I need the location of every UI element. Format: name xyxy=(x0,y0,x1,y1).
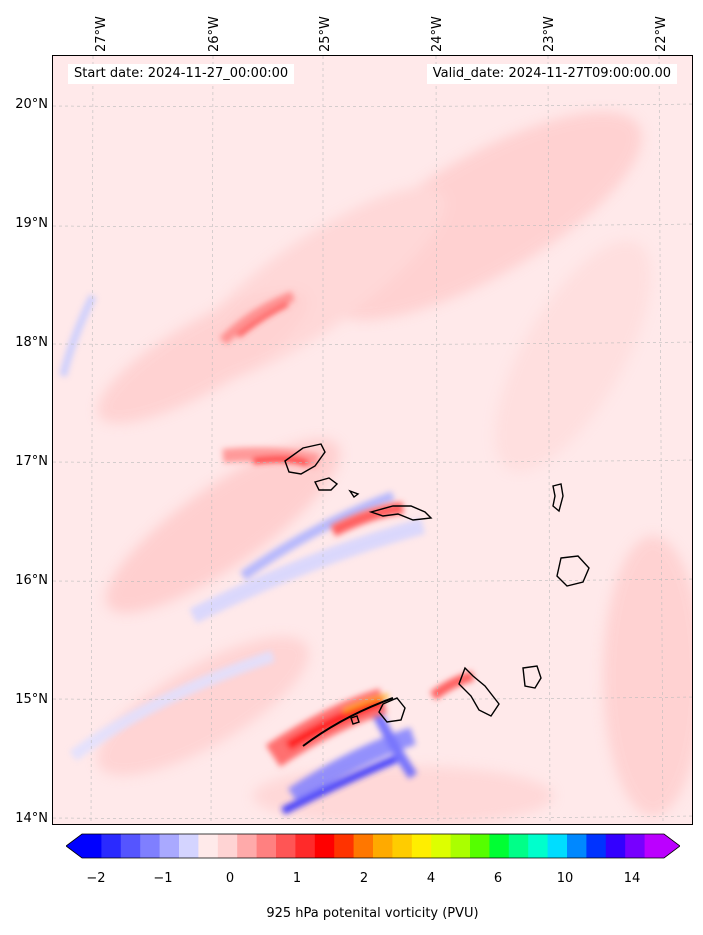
vorticity-map xyxy=(53,56,693,825)
lon-label-26w: 26°W xyxy=(207,16,222,52)
colorbar-segment xyxy=(373,834,393,858)
colorbar xyxy=(66,830,680,862)
colorbar-segment xyxy=(218,834,238,858)
island-santa-luzia xyxy=(350,491,358,497)
lon-label-24w: 24°W xyxy=(430,16,445,52)
colorbar-tick-label: 14 xyxy=(624,871,641,886)
start-date-label: Start date: 2024-11-27_00:00:00 xyxy=(68,64,294,84)
colorbar-segment xyxy=(295,834,315,858)
colorbar-segment xyxy=(586,834,606,858)
colorbar-segment xyxy=(334,834,354,858)
colorbar-segment xyxy=(451,834,471,858)
colorbar-segment xyxy=(354,834,374,858)
colorbar-segment xyxy=(567,834,587,858)
lon-label-23w: 23°W xyxy=(542,16,557,52)
island-sal xyxy=(553,484,563,511)
colorbar-segment xyxy=(121,834,141,858)
colorbar-tick-label: 6 xyxy=(494,871,502,886)
map-frame xyxy=(52,55,693,825)
colorbar-tick-label: 1 xyxy=(293,871,301,886)
colorbar-segment xyxy=(528,834,548,858)
lat-label-14n: 14°N xyxy=(0,811,48,826)
colorbar-segment xyxy=(625,834,645,858)
colorbar-segment xyxy=(160,834,180,858)
colorbar-tick-label: −1 xyxy=(153,871,172,886)
colorbar-arrow-max xyxy=(664,834,680,858)
colorbar-segment xyxy=(198,834,218,858)
lat-label-15n: 15°N xyxy=(0,692,48,707)
colorbar-segment xyxy=(431,834,451,858)
colorbar-segment xyxy=(489,834,509,858)
lat-label-18n: 18°N xyxy=(0,335,48,350)
colorbar-title: 925 hPa potenital vorticity (PVU) xyxy=(0,906,703,921)
lat-label-16n: 16°N xyxy=(0,573,48,588)
colorbar-segment xyxy=(82,834,102,858)
colorbar-segment xyxy=(179,834,199,858)
lon-label-27w: 27°W xyxy=(94,16,109,52)
colorbar-segment xyxy=(237,834,257,858)
colorbar-segment xyxy=(412,834,432,858)
colorbar-segment xyxy=(509,834,529,858)
colorbar-segment xyxy=(140,834,160,858)
island-maio xyxy=(523,666,541,688)
lat-label-17n: 17°N xyxy=(0,454,48,469)
colorbar-segment xyxy=(548,834,568,858)
lat-label-19n: 19°N xyxy=(0,216,48,231)
colorbar-arrow-min xyxy=(66,834,82,858)
colorbar-tick-label: 10 xyxy=(557,871,574,886)
lat-label-20n: 20°N xyxy=(0,97,48,112)
colorbar-tick-label: 4 xyxy=(427,871,435,886)
colorbar-tick-label: −2 xyxy=(86,871,105,886)
colorbar-segment xyxy=(645,834,665,858)
colorbar-tick-label: 2 xyxy=(360,871,368,886)
island-boa-vista xyxy=(557,556,589,586)
colorbar-tick-label: 0 xyxy=(226,871,234,886)
colorbar-segment xyxy=(606,834,626,858)
colorbar-segment xyxy=(315,834,335,858)
colorbar-segment xyxy=(392,834,412,858)
colorbar-segment xyxy=(276,834,296,858)
lon-label-22w: 22°W xyxy=(654,16,669,52)
valid-date-label: Valid_date: 2024-11-27T09:00:00.00 xyxy=(427,64,677,84)
colorbar-segment xyxy=(470,834,490,858)
colorbar-segment xyxy=(101,834,121,858)
colorbar-segment xyxy=(257,834,277,858)
lon-label-25w: 25°W xyxy=(318,16,333,52)
